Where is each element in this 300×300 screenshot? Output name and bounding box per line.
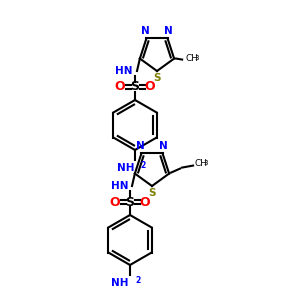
Text: NH: NH (112, 278, 129, 288)
Text: O: O (115, 80, 125, 94)
Text: O: O (145, 80, 155, 94)
Text: N: N (136, 141, 145, 152)
Text: O: O (110, 196, 120, 208)
Text: 2: 2 (140, 161, 145, 170)
Text: 3: 3 (204, 160, 208, 166)
Text: HN: HN (116, 66, 133, 76)
Text: O: O (140, 196, 150, 208)
Text: S: S (148, 188, 156, 198)
Text: S: S (153, 73, 161, 83)
Text: N: N (141, 26, 150, 36)
Text: 3: 3 (195, 55, 199, 61)
Text: 2: 2 (135, 276, 140, 285)
Text: HN: HN (110, 181, 128, 191)
Text: N: N (159, 141, 168, 152)
Text: S: S (125, 196, 134, 208)
Text: CH: CH (185, 54, 198, 63)
Text: CH: CH (194, 159, 207, 168)
Text: N: N (164, 26, 173, 36)
Text: S: S (130, 80, 140, 94)
Text: NH: NH (116, 163, 134, 173)
